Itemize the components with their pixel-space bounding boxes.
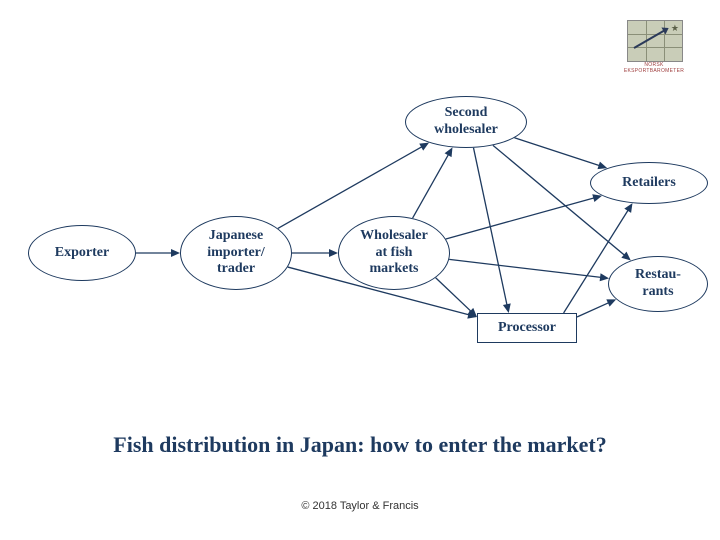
node-importer-label: Japaneseimporter/trader	[199, 228, 273, 278]
node-exporter-label: Exporter	[47, 245, 117, 262]
arrowhead-processor-retailers	[624, 203, 632, 213]
edge-second-processor	[473, 148, 507, 305]
node-processor: Processor	[477, 313, 577, 343]
node-retailers: Retailers	[590, 162, 708, 204]
node-wholesaler: Wholesalerat fishmarkets	[338, 216, 450, 290]
diagram-canvas: ★ NORSK EKSPORTBAROMETER Exporter Japanes…	[0, 0, 720, 540]
node-exporter: Exporter	[28, 225, 136, 281]
arrowhead-importer-second	[419, 143, 429, 151]
node-second-label: Secondwholesaler	[426, 105, 506, 139]
node-importer: Japaneseimporter/trader	[180, 216, 292, 290]
node-second: Secondwholesaler	[405, 96, 527, 148]
edge-wholesaler-second	[413, 154, 449, 218]
edge-second-retailers	[514, 138, 599, 166]
node-processor-label: Processor	[490, 320, 564, 337]
diagram-caption: Fish distribution in Japan: how to enter…	[0, 432, 720, 458]
logo-star-icon: ★	[671, 23, 679, 34]
copyright-text: © 2018 Taylor & Francis	[0, 500, 720, 512]
edge-wholesaler-processor	[436, 278, 471, 312]
arrowhead-second-processor	[503, 303, 511, 313]
node-wholesaler-label: Wholesalerat fishmarkets	[352, 228, 436, 278]
arrowhead-processor-restaurants	[606, 299, 616, 306]
arrowhead-wholesaler-processor	[468, 308, 477, 317]
node-restaurants: Restau-rants	[608, 256, 708, 312]
logo-arrow-icon	[634, 28, 668, 49]
edge-processor-restaurants	[577, 303, 609, 317]
logo-inner: ★	[627, 20, 683, 62]
edge-wholesaler-retailers	[446, 198, 594, 239]
arrowhead-exporter-importer	[171, 249, 180, 257]
arrowhead-wholesaler-second	[445, 147, 453, 157]
arrowhead-importer-wholesaler	[329, 249, 338, 257]
arrowhead-importer-processor	[467, 311, 477, 319]
edge-wholesaler-restaurants	[449, 259, 601, 277]
node-retailers-label: Retailers	[614, 175, 684, 192]
logo-caption: NORSK EKSPORTBAROMETER	[623, 62, 685, 74]
node-restaurants-label: Restau-rants	[627, 267, 689, 301]
arrowhead-second-restaurants	[621, 252, 630, 261]
logo: ★ NORSK EKSPORTBAROMETER	[627, 20, 681, 60]
edge-second-restaurants	[493, 145, 625, 255]
